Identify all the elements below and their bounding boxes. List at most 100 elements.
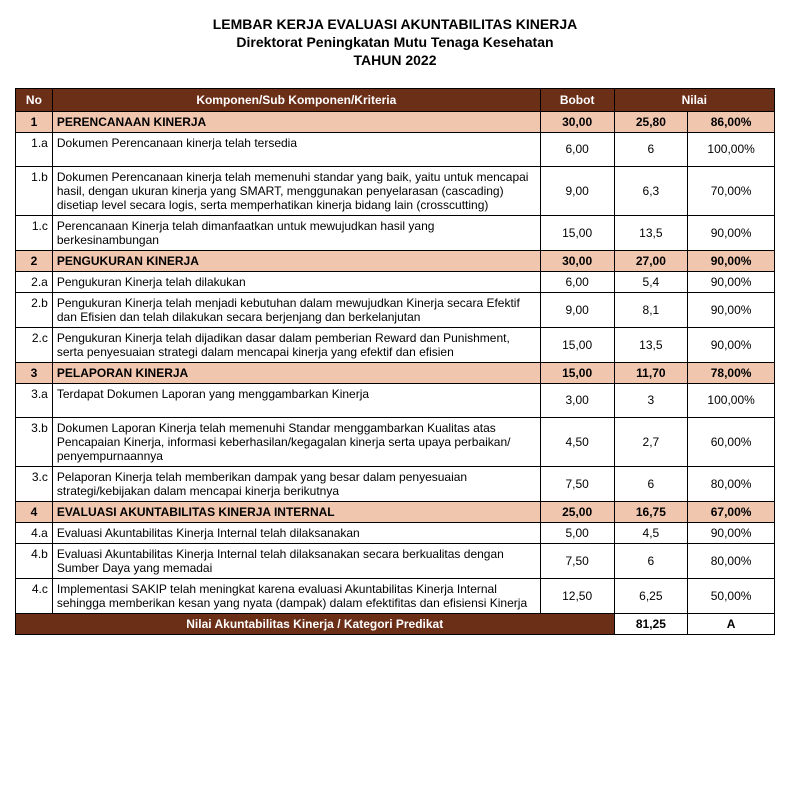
- row-nilai1: 2,7: [614, 417, 688, 466]
- header-nilai: Nilai: [614, 88, 775, 111]
- row-nilai2: 100,00%: [688, 383, 775, 417]
- table-row: 3.aTerdapat Dokumen Laporan yang menggam…: [16, 383, 775, 417]
- title-line-1: LEMBAR KERJA EVALUASI AKUNTABILITAS KINE…: [15, 15, 775, 33]
- section-bobot: 25,00: [540, 501, 614, 522]
- row-nilai1: 8,1: [614, 292, 688, 327]
- section-row: 1PERENCANAAN KINERJA30,0025,8086,00%: [16, 111, 775, 132]
- row-desc: Perencanaan Kinerja telah dimanfaatkan u…: [52, 215, 540, 250]
- section-nilai2: 78,00%: [688, 362, 775, 383]
- section-title: EVALUASI AKUNTABILITAS KINERJA INTERNAL: [52, 501, 540, 522]
- row-nilai2: 80,00%: [688, 466, 775, 501]
- row-nilai2: 90,00%: [688, 522, 775, 543]
- table-row: 1.aDokumen Perencanaan kinerja telah ter…: [16, 132, 775, 166]
- row-no: 3.a: [16, 383, 53, 417]
- table-row: 2.aPengukuran Kinerja telah dilakukan6,0…: [16, 271, 775, 292]
- row-nilai1: 6,25: [614, 578, 688, 613]
- section-nilai1: 25,80: [614, 111, 688, 132]
- header-bobot: Bobot: [540, 88, 614, 111]
- section-row: 2PENGUKURAN KINERJA30,0027,0090,00%: [16, 250, 775, 271]
- row-no: 1.a: [16, 132, 53, 166]
- footer-grade: A: [688, 613, 775, 634]
- row-nilai1: 6,3: [614, 166, 688, 215]
- row-no: 4.a: [16, 522, 53, 543]
- row-nilai2: 80,00%: [688, 543, 775, 578]
- row-nilai2: 90,00%: [688, 327, 775, 362]
- row-desc: Pelaporan Kinerja telah memberikan dampa…: [52, 466, 540, 501]
- section-no: 3: [16, 362, 53, 383]
- row-nilai2: 50,00%: [688, 578, 775, 613]
- title-line-3: TAHUN 2022: [15, 51, 775, 69]
- row-bobot: 15,00: [540, 327, 614, 362]
- row-bobot: 7,50: [540, 466, 614, 501]
- row-nilai1: 13,5: [614, 215, 688, 250]
- title-line-2: Direktorat Peningkatan Mutu Tenaga Keseh…: [15, 33, 775, 51]
- section-nilai2: 67,00%: [688, 501, 775, 522]
- row-bobot: 6,00: [540, 271, 614, 292]
- row-nilai2: 90,00%: [688, 292, 775, 327]
- section-row: 3PELAPORAN KINERJA15,0011,7078,00%: [16, 362, 775, 383]
- row-desc: Dokumen Perencanaan kinerja telah memenu…: [52, 166, 540, 215]
- row-nilai1: 5,4: [614, 271, 688, 292]
- row-no: 4.c: [16, 578, 53, 613]
- row-bobot: 3,00: [540, 383, 614, 417]
- row-no: 3.c: [16, 466, 53, 501]
- table-row: 3.cPelaporan Kinerja telah memberikan da…: [16, 466, 775, 501]
- header-komponen: Komponen/Sub Komponen/Kriteria: [52, 88, 540, 111]
- section-title: PELAPORAN KINERJA: [52, 362, 540, 383]
- row-desc: Evaluasi Akuntabilitas Kinerja Internal …: [52, 543, 540, 578]
- evaluation-table: No Komponen/Sub Komponen/Kriteria Bobot …: [15, 88, 775, 635]
- section-nilai2: 86,00%: [688, 111, 775, 132]
- row-bobot: 15,00: [540, 215, 614, 250]
- section-nilai1: 11,70: [614, 362, 688, 383]
- row-nilai2: 90,00%: [688, 215, 775, 250]
- row-no: 2.a: [16, 271, 53, 292]
- section-title: PENGUKURAN KINERJA: [52, 250, 540, 271]
- row-no: 2.b: [16, 292, 53, 327]
- table-body: 1PERENCANAAN KINERJA30,0025,8086,00%1.aD…: [16, 111, 775, 613]
- row-nilai1: 13,5: [614, 327, 688, 362]
- row-no: 4.b: [16, 543, 53, 578]
- footer-row: Nilai Akuntabilitas Kinerja / Kategori P…: [16, 613, 775, 634]
- row-nilai1: 6: [614, 132, 688, 166]
- footer-score: 81,25: [614, 613, 688, 634]
- row-bobot: 12,50: [540, 578, 614, 613]
- table-row: 4.aEvaluasi Akuntabilitas Kinerja Intern…: [16, 522, 775, 543]
- row-no: 3.b: [16, 417, 53, 466]
- row-desc: Pengukuran Kinerja telah dijadikan dasar…: [52, 327, 540, 362]
- row-nilai2: 100,00%: [688, 132, 775, 166]
- section-bobot: 30,00: [540, 250, 614, 271]
- table-row: 4.cImplementasi SAKIP telah meningkat ka…: [16, 578, 775, 613]
- table-row: 2.bPengukuran Kinerja telah menjadi kebu…: [16, 292, 775, 327]
- table-row: 4.bEvaluasi Akuntabilitas Kinerja Intern…: [16, 543, 775, 578]
- section-no: 4: [16, 501, 53, 522]
- section-nilai1: 16,75: [614, 501, 688, 522]
- table-header: No Komponen/Sub Komponen/Kriteria Bobot …: [16, 88, 775, 111]
- row-bobot: 6,00: [540, 132, 614, 166]
- row-nilai1: 3: [614, 383, 688, 417]
- row-nilai1: 4,5: [614, 522, 688, 543]
- header-no: No: [16, 88, 53, 111]
- row-nilai2: 90,00%: [688, 271, 775, 292]
- row-nilai1: 6: [614, 543, 688, 578]
- section-row: 4EVALUASI AKUNTABILITAS KINERJA INTERNAL…: [16, 501, 775, 522]
- row-no: 2.c: [16, 327, 53, 362]
- row-desc: Dokumen Laporan Kinerja telah memenuhi S…: [52, 417, 540, 466]
- row-no: 1.c: [16, 215, 53, 250]
- section-bobot: 30,00: [540, 111, 614, 132]
- row-desc: Dokumen Perencanaan kinerja telah tersed…: [52, 132, 540, 166]
- row-desc: Pengukuran Kinerja telah dilakukan: [52, 271, 540, 292]
- row-no: 1.b: [16, 166, 53, 215]
- section-no: 1: [16, 111, 53, 132]
- section-no: 2: [16, 250, 53, 271]
- section-bobot: 15,00: [540, 362, 614, 383]
- document-title: LEMBAR KERJA EVALUASI AKUNTABILITAS KINE…: [15, 15, 775, 70]
- row-bobot: 4,50: [540, 417, 614, 466]
- row-bobot: 9,00: [540, 166, 614, 215]
- row-bobot: 7,50: [540, 543, 614, 578]
- section-nilai1: 27,00: [614, 250, 688, 271]
- row-bobot: 5,00: [540, 522, 614, 543]
- row-nilai2: 60,00%: [688, 417, 775, 466]
- row-desc: Terdapat Dokumen Laporan yang menggambar…: [52, 383, 540, 417]
- row-nilai1: 6: [614, 466, 688, 501]
- table-row: 1.bDokumen Perencanaan kinerja telah mem…: [16, 166, 775, 215]
